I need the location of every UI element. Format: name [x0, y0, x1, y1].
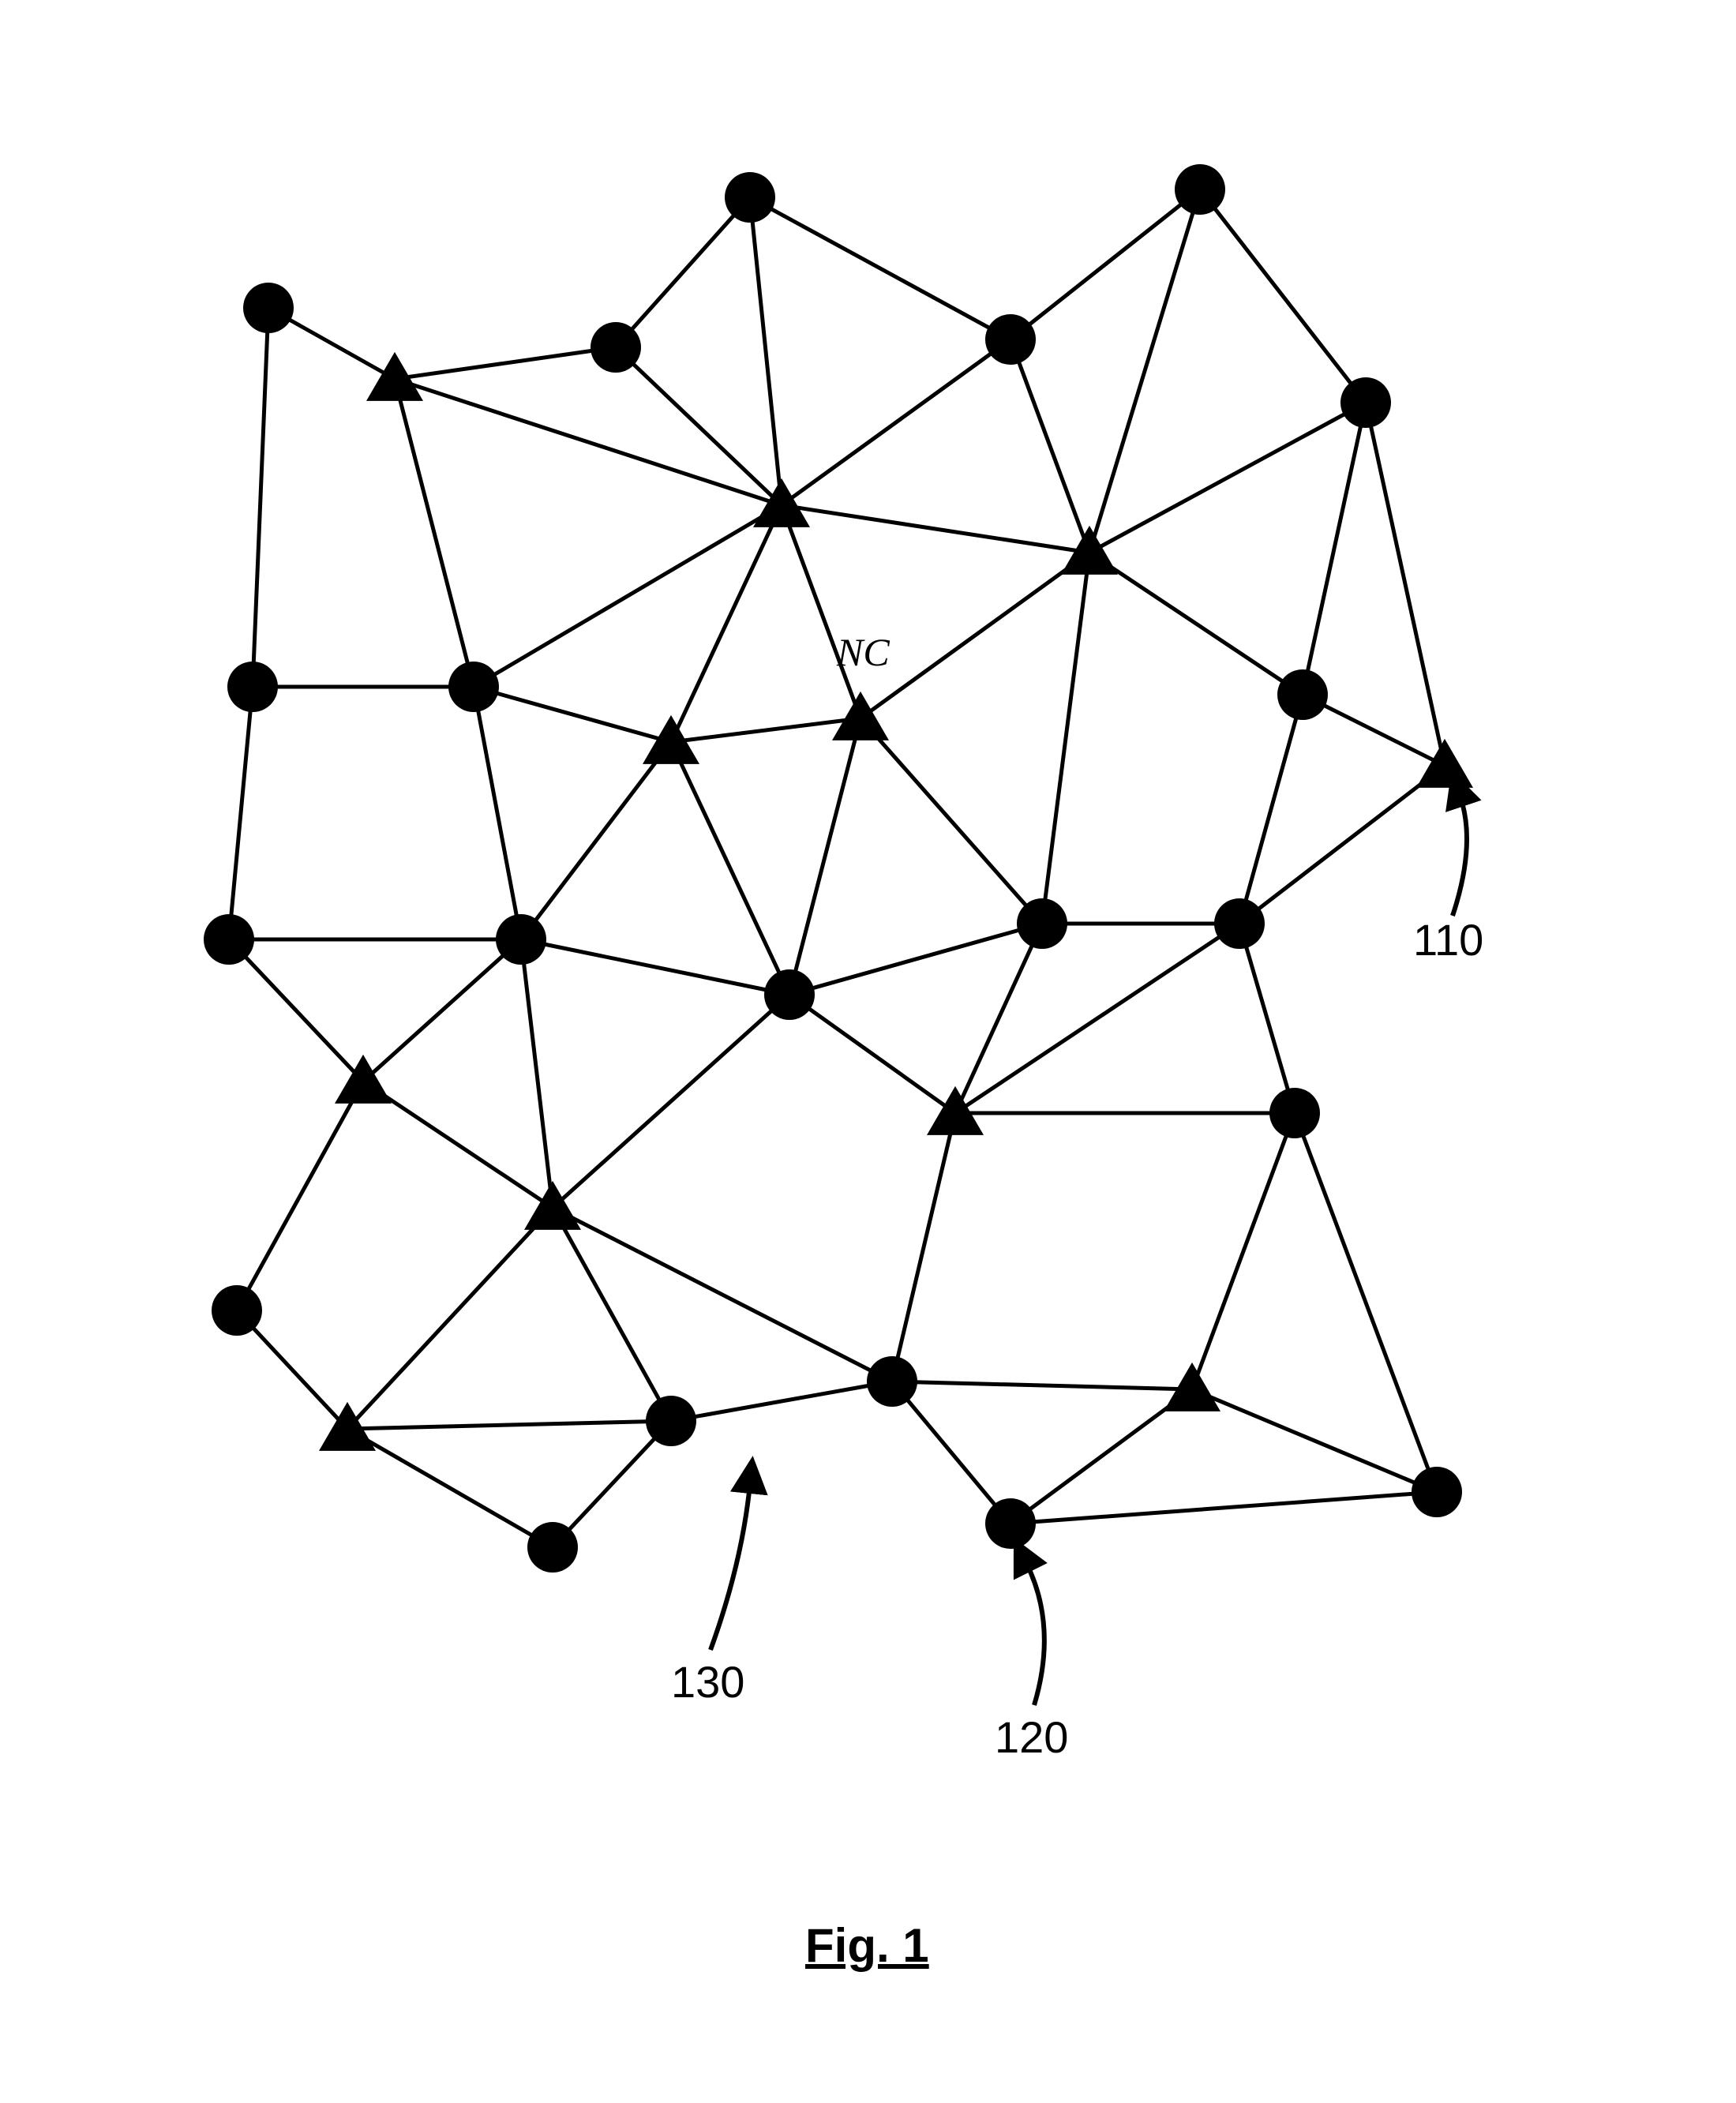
node-triangle: [832, 692, 889, 740]
edge: [671, 718, 861, 742]
edge: [671, 505, 782, 742]
node-circle: [985, 1498, 1036, 1549]
node-circle: [212, 1285, 262, 1336]
node-circle: [1214, 898, 1265, 949]
node-triangle: [1416, 739, 1473, 788]
edge: [861, 718, 1042, 924]
edge: [750, 197, 1010, 339]
callout-arrow: [1453, 797, 1467, 916]
edge: [347, 1421, 671, 1429]
edge: [671, 742, 789, 995]
edge: [1010, 1492, 1437, 1524]
edge: [553, 1421, 671, 1547]
edge: [892, 1113, 955, 1381]
edge: [892, 1381, 1010, 1524]
figure-caption: Fig. 1: [805, 1918, 929, 1973]
callout-arrow: [1026, 1563, 1044, 1705]
callout-label: 130: [671, 1657, 744, 1707]
node-circle: [527, 1522, 578, 1573]
edge: [750, 197, 782, 505]
edge: [1089, 553, 1303, 695]
edge: [521, 939, 789, 995]
edge: [395, 379, 474, 687]
edge: [892, 1381, 1192, 1389]
node-circle: [204, 914, 254, 965]
callout-label: 120: [995, 1712, 1068, 1762]
edge: [553, 995, 789, 1208]
edge: [782, 505, 861, 718]
node-circle: [448, 662, 499, 712]
edge: [1239, 766, 1445, 924]
edge: [1042, 553, 1089, 924]
edge: [782, 505, 1089, 553]
edge: [237, 1081, 363, 1310]
edge: [253, 308, 268, 687]
edge: [1192, 1113, 1295, 1389]
edge: [1089, 189, 1200, 553]
edge: [616, 197, 750, 347]
node-circle: [725, 172, 775, 223]
edge: [521, 742, 671, 939]
node-circle: [1277, 669, 1328, 720]
edge: [789, 995, 955, 1113]
edge: [789, 924, 1042, 995]
edge: [1239, 924, 1295, 1113]
edge: [1010, 189, 1200, 339]
node-circle: [646, 1396, 696, 1446]
node-circle: [1269, 1088, 1320, 1138]
node-circle: [227, 662, 278, 712]
edge: [1089, 403, 1366, 553]
node-circle: [764, 969, 815, 1020]
nc-label: NC: [836, 630, 890, 674]
edge: [1200, 189, 1366, 403]
edge: [616, 347, 782, 505]
edge: [782, 339, 1010, 505]
edge: [789, 718, 861, 995]
callout-arrow: [711, 1484, 750, 1650]
edge: [363, 1081, 553, 1208]
node-triangle: [927, 1086, 984, 1135]
node-circle: [867, 1356, 917, 1407]
edge: [395, 379, 782, 505]
edge: [474, 687, 671, 742]
edge: [671, 1381, 892, 1421]
node-circle: [985, 314, 1036, 365]
edge: [1295, 1113, 1437, 1492]
edge: [861, 553, 1089, 718]
node-circle: [1175, 164, 1225, 215]
edge: [1010, 339, 1089, 553]
callouts-group: 110 120 130: [671, 797, 1483, 1762]
node-circle: [1412, 1467, 1462, 1517]
edge: [1192, 1389, 1437, 1492]
callout-label: 110: [1413, 915, 1483, 965]
edge: [553, 1208, 892, 1381]
edge: [1366, 403, 1445, 766]
edge: [363, 939, 521, 1081]
nodes-group: [204, 164, 1473, 1573]
edge: [229, 939, 363, 1081]
edge: [521, 939, 553, 1208]
edge: [474, 505, 782, 687]
edge: [1239, 695, 1303, 924]
edge: [395, 347, 616, 379]
edge: [1303, 403, 1366, 695]
edge: [347, 1208, 553, 1429]
node-circle: [243, 283, 294, 333]
edge: [229, 687, 253, 939]
node-circle: [1340, 377, 1391, 428]
node-circle: [496, 914, 546, 965]
node-circle: [1017, 898, 1067, 949]
edge: [474, 687, 521, 939]
node-circle: [591, 322, 641, 373]
edge: [347, 1429, 553, 1547]
